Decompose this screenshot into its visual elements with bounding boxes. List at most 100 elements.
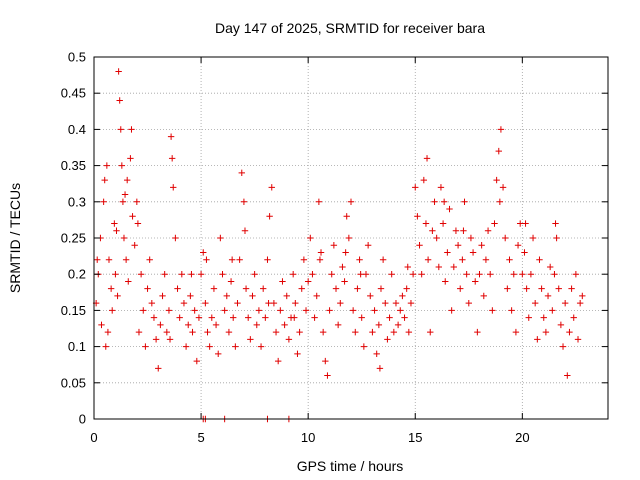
- data-point: [104, 328, 112, 336]
- data-point: [122, 256, 130, 263]
- data-point: [531, 299, 539, 307]
- data-point: [423, 155, 431, 162]
- data-point: [265, 299, 272, 307]
- data-point: [476, 271, 483, 278]
- data-point: [241, 227, 249, 234]
- data-point: [345, 234, 353, 242]
- data-point: [119, 198, 127, 205]
- data-point: [493, 176, 500, 184]
- data-point: [307, 234, 314, 242]
- data-point: [496, 198, 504, 205]
- data-point: [326, 307, 333, 314]
- data-point: [397, 307, 404, 314]
- data-point: [123, 176, 131, 184]
- data-point: [437, 184, 445, 191]
- data-point: [319, 328, 327, 336]
- data-point: [431, 198, 438, 205]
- data-point: [457, 285, 464, 292]
- data-point: [204, 328, 211, 336]
- data-point: [313, 292, 320, 300]
- data-point: [450, 263, 457, 271]
- data-point: [523, 285, 530, 292]
- data-point: [376, 365, 384, 372]
- data-point: [311, 314, 318, 321]
- data-point: [570, 314, 577, 321]
- x-tick-label: 0: [90, 430, 97, 445]
- data-point: [118, 162, 126, 169]
- data-point: [544, 292, 552, 300]
- y-axis-label: SRMTID / TECUs: [7, 183, 23, 293]
- data-point: [257, 343, 265, 350]
- data-point: [304, 278, 312, 285]
- data-point: [245, 314, 252, 321]
- data-point: [178, 271, 186, 278]
- data-point: [302, 307, 310, 314]
- data-point: [542, 328, 550, 336]
- data-point: [182, 343, 190, 350]
- data-point: [489, 307, 496, 314]
- data-point: [552, 220, 559, 227]
- data-point: [463, 271, 470, 278]
- data-point: [538, 285, 545, 292]
- data-point: [249, 292, 256, 300]
- data-point: [429, 227, 436, 234]
- data-point: [206, 343, 213, 350]
- data-point: [298, 285, 305, 292]
- data-point: [317, 249, 325, 256]
- data-point: [102, 343, 109, 350]
- data-point: [262, 314, 269, 321]
- data-point: [469, 249, 477, 256]
- data-point: [330, 242, 338, 249]
- data-point: [482, 256, 490, 263]
- data-point: [187, 292, 194, 300]
- data-point: [221, 307, 228, 314]
- y-tick-label: 0.3: [68, 194, 86, 209]
- data-point: [166, 336, 174, 343]
- data-point: [519, 271, 526, 278]
- y-tick-label: 0.4: [68, 122, 86, 137]
- data-point: [105, 256, 113, 263]
- data-point: [534, 336, 541, 343]
- data-point: [236, 256, 243, 263]
- data-point: [553, 234, 560, 242]
- data-point: [98, 321, 105, 329]
- data-point: [272, 328, 280, 336]
- data-point: [401, 314, 408, 321]
- data-point: [266, 213, 273, 220]
- data-point: [386, 314, 393, 321]
- data-point: [125, 278, 132, 285]
- data-point: [172, 234, 179, 242]
- data-point: [225, 328, 233, 336]
- data-point: [568, 285, 575, 292]
- data-point: [440, 198, 448, 205]
- data-point: [268, 184, 275, 191]
- data-point: [572, 271, 580, 278]
- y-tick-label: 0.15: [61, 303, 86, 318]
- data-point: [202, 299, 209, 307]
- data-point: [484, 227, 492, 234]
- data-point: [219, 271, 226, 278]
- data-point: [227, 278, 235, 285]
- data-point: [487, 271, 494, 278]
- data-point: [354, 285, 361, 292]
- data-point: [127, 155, 134, 162]
- data-point: [238, 169, 245, 177]
- data-point: [107, 285, 115, 292]
- data-point: [375, 321, 383, 329]
- y-tick-label: 0.45: [61, 86, 86, 101]
- y-tick-label: 0: [79, 412, 86, 427]
- y-tick-label: 0.05: [61, 375, 86, 390]
- data-point: [137, 271, 145, 278]
- data-point: [559, 343, 567, 350]
- data-point: [101, 176, 108, 184]
- data-point: [497, 126, 505, 133]
- data-point: [324, 372, 331, 379]
- data-point: [521, 249, 528, 256]
- x-axis-label: GPS time / hours: [297, 458, 404, 474]
- data-point: [334, 321, 342, 329]
- data-point: [140, 307, 147, 314]
- data-point: [144, 285, 151, 292]
- data-point: [491, 220, 498, 227]
- data-point: [424, 256, 432, 263]
